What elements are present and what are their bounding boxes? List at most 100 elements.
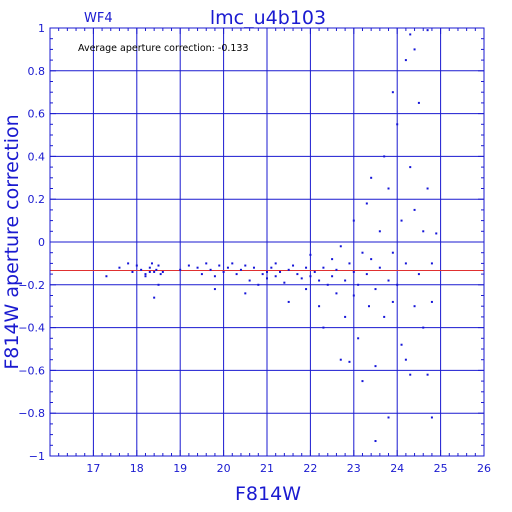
- data-point: [404, 59, 407, 62]
- data-point: [361, 380, 364, 383]
- data-point: [213, 275, 216, 278]
- data-point: [331, 258, 334, 261]
- x-tick-label: 26: [477, 462, 491, 475]
- data-point: [396, 123, 399, 126]
- y-tick-label: −0.2: [18, 279, 45, 292]
- data-point: [387, 416, 390, 419]
- data-point: [352, 294, 355, 297]
- y-axis-label: F814W aperture correction: [1, 114, 23, 369]
- data-point: [218, 264, 221, 267]
- data-point: [153, 296, 156, 299]
- data-point: [279, 270, 282, 273]
- data-point: [287, 268, 290, 271]
- data-point: [222, 270, 225, 273]
- data-point: [344, 315, 347, 318]
- data-point: [313, 270, 316, 273]
- data-point: [404, 262, 407, 265]
- data-point: [127, 262, 130, 265]
- data-point: [352, 270, 355, 273]
- grid-lines: [50, 27, 485, 457]
- data-point: [161, 270, 164, 273]
- data-point: [383, 155, 386, 158]
- data-point: [300, 277, 303, 280]
- data-point: [391, 251, 394, 254]
- tick-marks: [49, 27, 485, 457]
- data-point: [266, 270, 268, 273]
- x-tick-label: 23: [347, 462, 361, 475]
- data-point: [157, 264, 160, 267]
- data-point: [422, 230, 425, 233]
- data-point: [348, 360, 351, 363]
- data-point: [209, 268, 212, 271]
- data-point: [417, 273, 420, 276]
- data-point: [159, 273, 162, 276]
- data-point: [430, 416, 433, 419]
- y-tick-label: −0.8: [18, 407, 45, 420]
- data-point: [352, 219, 355, 222]
- data-point: [287, 300, 290, 303]
- data-point: [148, 266, 151, 269]
- data-point: [239, 268, 242, 271]
- data-point: [244, 264, 247, 267]
- data-point: [378, 230, 381, 233]
- data-point: [309, 253, 312, 256]
- x-tick-label: 20: [217, 462, 231, 475]
- data-point: [367, 305, 370, 308]
- data-point: [266, 277, 268, 280]
- data-point: [391, 91, 394, 94]
- data-point: [409, 373, 412, 376]
- data-point: [200, 273, 203, 276]
- data-point: [292, 264, 295, 267]
- data-point: [296, 273, 299, 276]
- data-point: [426, 373, 429, 376]
- data-point: [196, 266, 199, 269]
- data-point: [187, 264, 190, 267]
- data-point: [435, 232, 438, 235]
- data-point: [413, 305, 416, 308]
- y-tick-label: 0.6: [28, 108, 46, 121]
- data-point: [318, 305, 321, 308]
- data-point: [357, 337, 360, 340]
- data-point: [144, 273, 147, 276]
- data-point: [396, 283, 399, 286]
- data-points: [105, 29, 438, 443]
- data-point: [430, 300, 433, 303]
- data-point: [144, 275, 147, 278]
- data-point: [105, 275, 108, 278]
- data-point: [148, 270, 151, 273]
- x-tick-label: 18: [130, 462, 144, 475]
- y-tick-labels: −1 −0.8 −0.6 −0.4 −0.2 0 0.2 0.4 0.6 0.8 1: [18, 22, 45, 463]
- data-point: [383, 315, 386, 318]
- x-axis-label: F814W: [235, 483, 301, 505]
- data-point: [404, 358, 407, 361]
- data-point: [213, 288, 216, 291]
- data-point: [409, 166, 412, 169]
- x-tick-label: 21: [260, 462, 274, 475]
- y-tick-label: 0.4: [28, 150, 46, 163]
- data-point: [378, 266, 381, 269]
- data-point: [365, 202, 368, 205]
- data-point: [370, 176, 373, 179]
- x-tick-label: 19: [173, 462, 187, 475]
- data-point: [426, 29, 429, 32]
- x-tick-label: 25: [434, 462, 448, 475]
- data-point: [422, 326, 425, 329]
- data-point: [257, 283, 260, 286]
- data-point: [155, 268, 158, 271]
- data-point: [150, 262, 153, 265]
- data-point: [417, 101, 420, 104]
- chart-title: lmc_u4b103: [210, 7, 326, 29]
- data-point: [357, 283, 360, 286]
- y-tick-label: −1: [29, 450, 45, 463]
- data-point: [244, 292, 247, 295]
- data-point: [426, 187, 429, 190]
- data-point: [270, 266, 273, 269]
- data-point: [179, 268, 182, 271]
- data-point: [400, 343, 403, 346]
- data-point: [283, 281, 286, 284]
- data-point: [331, 275, 334, 278]
- data-point: [248, 279, 251, 282]
- data-point: [374, 288, 377, 291]
- data-point: [135, 264, 138, 267]
